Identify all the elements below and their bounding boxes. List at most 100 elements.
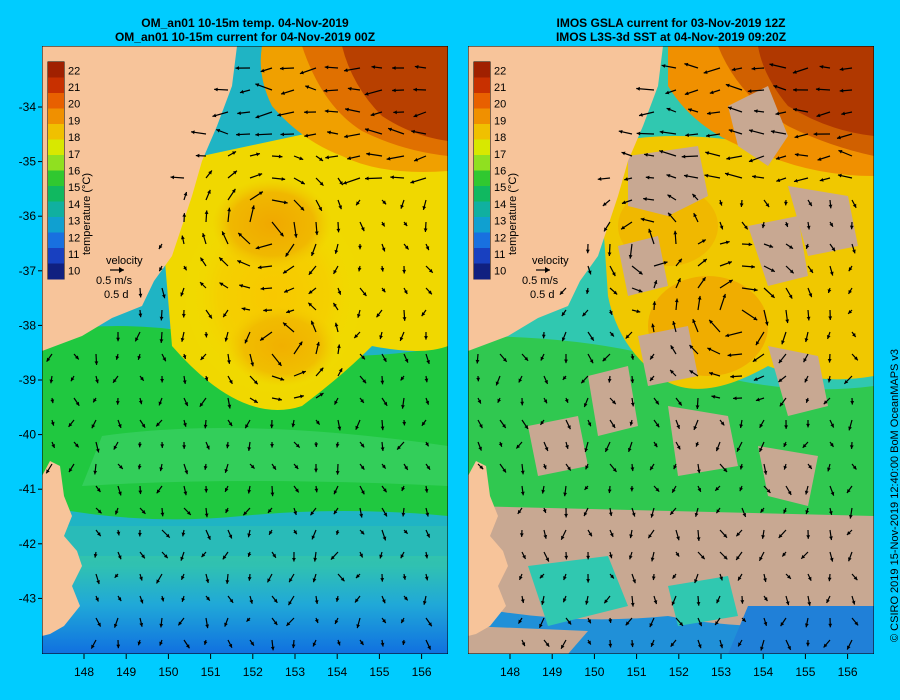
y-tick-label: -36 — [19, 209, 37, 223]
left-velocity-scale-head — [119, 267, 124, 273]
velocity-arrow-head — [237, 260, 242, 264]
colorbar-tick-label: 10 — [68, 266, 80, 278]
velocity-arrow-head — [381, 464, 386, 469]
right-velocity-label: velocity — [532, 255, 569, 267]
velocity-arrow-head — [335, 597, 340, 602]
velocity-arrow-head — [344, 134, 348, 139]
velocity-arrow-head — [383, 512, 387, 517]
velocity-arrow-head — [679, 621, 683, 626]
left-panel-title: OM_an01 10-15m temp. 04-Nov-2019 OM_an01… — [42, 16, 448, 44]
velocity-arrow-head — [425, 246, 430, 251]
velocity-arrow-head — [562, 375, 567, 380]
velocity-arrow-head — [362, 379, 367, 384]
x-tick-label: 153 — [285, 665, 305, 679]
velocity-arrow-head — [562, 598, 567, 603]
velocity-arrow-head — [181, 575, 185, 580]
velocity-arrow-head — [630, 487, 634, 492]
velocity-arrow-head — [294, 465, 299, 469]
x-tick-label: 156 — [412, 665, 432, 679]
velocity-arrow-head — [804, 338, 809, 343]
velocity-arrow-head — [338, 368, 343, 373]
x-tick-label: 150 — [158, 665, 178, 679]
velocity-arrow-head — [269, 424, 274, 429]
velocity-arrow-head — [421, 421, 426, 426]
velocity-arrow-head — [357, 267, 362, 272]
velocity-arrow-head — [779, 402, 784, 407]
velocity-arrow-head — [402, 421, 407, 426]
velocity-arrow-head — [138, 293, 143, 298]
velocity-arrow-head — [806, 535, 811, 539]
velocity-arrow-head — [159, 316, 164, 321]
velocity-arrow-head — [392, 66, 396, 70]
right-velocity-duration: 0.5 d — [530, 289, 554, 301]
velocity-arrow-head — [725, 240, 730, 245]
velocity-arrow-head — [823, 643, 828, 648]
velocity-arrow-head — [673, 465, 677, 470]
velocity-arrow-head — [231, 188, 236, 193]
velocity-arrow-head — [854, 356, 858, 361]
velocity-arrow-head — [255, 132, 259, 137]
velocity-arrow-head — [520, 470, 525, 475]
velocity-arrow-head — [225, 580, 230, 584]
velocity-arrow-head — [630, 355, 635, 360]
velocity-arrow-head — [159, 641, 163, 646]
velocity-arrow-head — [324, 109, 329, 114]
velocity-arrow-head — [238, 232, 243, 237]
velocity-arrow-head — [667, 194, 672, 199]
velocity-arrow-head — [390, 175, 394, 180]
velocity-arrow-head — [643, 197, 647, 201]
velocity-arrow-head — [831, 247, 836, 252]
velocity-arrow-head — [116, 337, 120, 342]
right-velocity-arrows — [475, 62, 859, 651]
velocity-arrow-head — [382, 619, 386, 624]
velocity-arrow-head — [293, 511, 298, 515]
colorbar-tick-label: 21 — [68, 82, 80, 94]
velocity-arrow-head — [827, 289, 832, 294]
velocity-arrow-head — [852, 249, 856, 254]
velocity-arrow-head — [91, 424, 96, 429]
velocity-arrow-head — [804, 490, 809, 495]
colorbar-tick-label: 19 — [494, 115, 506, 127]
velocity-arrow-head — [564, 555, 569, 560]
velocity-arrow-head — [312, 642, 317, 647]
colorbar-tick-label: 20 — [494, 99, 506, 111]
velocity-arrow-head — [826, 599, 830, 604]
velocity-arrow-head — [766, 489, 771, 493]
velocity-arrow-head — [180, 292, 184, 297]
velocity-arrow-head — [165, 533, 170, 538]
velocity-arrow-head — [381, 222, 385, 227]
velocity-arrow-head — [769, 244, 774, 248]
velocity-arrow-head — [695, 442, 700, 447]
colorbar-swatch — [474, 62, 490, 78]
velocity-arrow-head — [785, 319, 790, 324]
velocity-arrow-head — [608, 512, 613, 517]
velocity-arrow-head — [428, 290, 432, 295]
velocity-arrow-head — [333, 302, 337, 307]
velocity-arrow-head — [205, 579, 210, 583]
velocity-arrow-head — [770, 268, 775, 272]
velocity-arrow-head — [96, 488, 101, 493]
velocity-arrow-head — [97, 509, 102, 514]
velocity-arrow-head — [426, 360, 430, 364]
velocity-arrow-head — [611, 272, 616, 277]
velocity-arrow-head — [298, 341, 303, 346]
velocity-arrow-head — [46, 469, 50, 474]
velocity-arrow-head — [305, 85, 310, 89]
velocity-arrow-head — [284, 289, 289, 293]
velocity-arrow-head — [421, 312, 426, 317]
velocity-arrow-head — [256, 152, 260, 157]
velocity-arrow-head — [225, 444, 230, 449]
velocity-arrow-head — [319, 367, 324, 372]
velocity-arrow-head — [255, 245, 260, 250]
velocity-arrow-head — [382, 536, 387, 541]
velocity-arrow-head — [422, 600, 427, 605]
velocity-arrow-head — [356, 624, 361, 629]
x-tick-label: 154 — [753, 665, 773, 679]
velocity-arrow-head — [263, 308, 267, 313]
velocity-arrow-head — [782, 552, 787, 557]
velocity-arrow-head — [837, 135, 841, 140]
velocity-arrow-head — [75, 401, 80, 406]
x-tick-label: 154 — [327, 665, 347, 679]
velocity-arrow-head — [46, 357, 51, 362]
velocity-arrow-head — [249, 599, 254, 604]
